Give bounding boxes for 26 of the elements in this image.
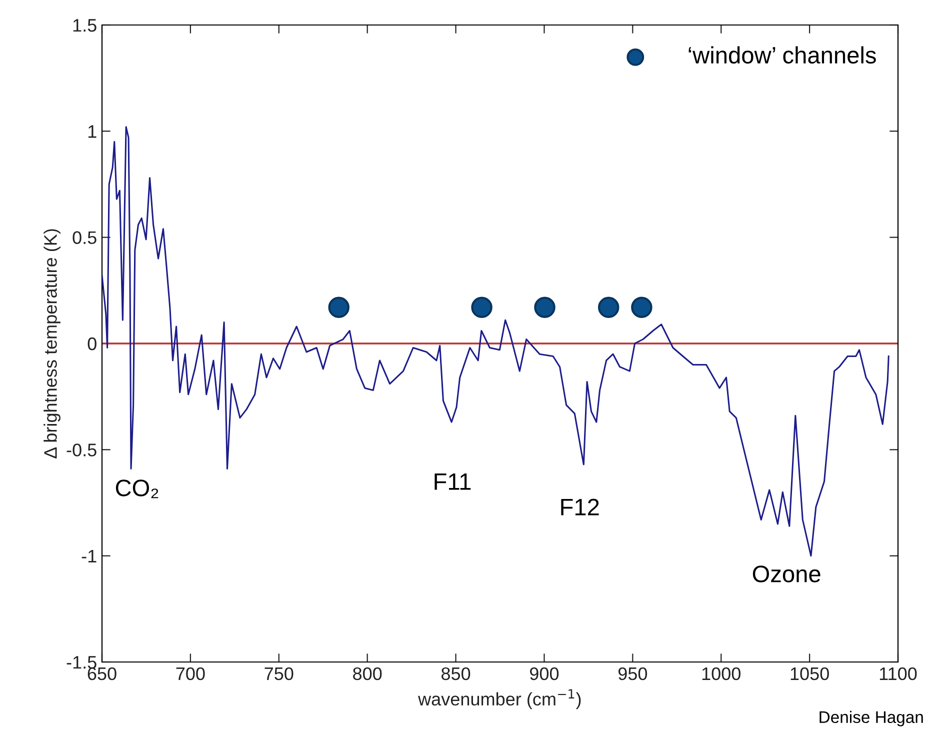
x-tick-label: 1050 xyxy=(790,667,829,680)
x-tick-label: 1100 xyxy=(880,667,917,680)
y-tick-label: -1.5 xyxy=(66,656,96,669)
y-tick-label: 1 xyxy=(88,125,96,138)
y-axis-title: Δ brightness temperature (K) xyxy=(44,229,60,458)
x-tick-label: 1000 xyxy=(702,667,740,680)
y-tick-label: -0.5 xyxy=(66,444,96,456)
x-axis-title: wavenumber (cm$^{−1}$) xyxy=(418,689,581,710)
y-tick-label: 0 xyxy=(88,337,96,350)
annotation: F11 xyxy=(434,474,471,490)
x-tick-label: 850 xyxy=(442,667,470,680)
x-tick-label: 750 xyxy=(264,667,294,680)
annotation: Ozone xyxy=(752,566,820,582)
x-tick-label: 800 xyxy=(353,667,382,680)
annotation: F12 xyxy=(561,498,599,516)
y-tick-label: -1 xyxy=(82,550,96,562)
y-tick-label: 0.5 xyxy=(72,231,96,244)
y-tick-label: 1.5 xyxy=(73,19,96,32)
legend-label: ‘window’ channels xyxy=(688,46,876,64)
x-tick-label: 950 xyxy=(618,667,648,680)
text: Denise Hagan xyxy=(820,710,923,726)
line-series xyxy=(102,126,890,557)
annotation: CO₂ xyxy=(116,480,158,498)
x-tick-label: 650 xyxy=(88,667,116,680)
x-tick-label: 900 xyxy=(530,667,559,680)
x-tick-label: 700 xyxy=(176,667,205,680)
